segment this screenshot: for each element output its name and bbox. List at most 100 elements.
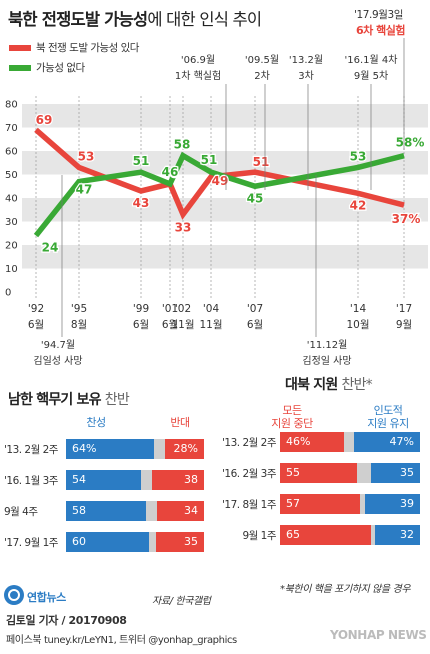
event-note: '11.12월 bbox=[307, 339, 348, 351]
bar-segment-right bbox=[155, 532, 204, 552]
bar-value-left: 58 bbox=[72, 504, 86, 517]
row-label: '17. 8월 1주 bbox=[222, 499, 276, 511]
bar-row: 64% 28% bbox=[66, 439, 204, 459]
bar-segment-right bbox=[375, 525, 420, 545]
point-label: 24 bbox=[42, 241, 59, 255]
event-note: '09.5월 bbox=[245, 54, 279, 66]
nuclear-col-for: 찬성 bbox=[86, 416, 106, 429]
sns-text: 페이스북 tuney.kr/LeYN1, 트위터 @yonhap_graphic… bbox=[6, 635, 237, 646]
series-line-1 bbox=[33, 151, 405, 238]
top-note-date: '17.9월3일 bbox=[354, 9, 404, 21]
x-tick-label: 11월 bbox=[171, 319, 194, 331]
bar-segment-right bbox=[165, 439, 204, 459]
y-tick-label: 70 bbox=[5, 123, 18, 134]
bar-segment-left bbox=[280, 432, 345, 452]
bar-value-left: 57 bbox=[286, 497, 300, 510]
x-tick-label: '99 bbox=[133, 303, 149, 315]
legend-label-red: 북 전쟁 도발 가능성 있다 bbox=[36, 42, 139, 54]
point-label: 58 bbox=[174, 138, 191, 152]
y-tick-label: 20 bbox=[5, 241, 18, 252]
bar-row: 55 35 bbox=[280, 463, 420, 483]
x-tick-label: '92 bbox=[28, 303, 44, 315]
point-label: 45 bbox=[247, 191, 264, 205]
x-tick-label: 6월 bbox=[247, 319, 263, 331]
x-tick-label: 6월 bbox=[162, 319, 178, 331]
bar-value-right: 34 bbox=[184, 504, 198, 517]
point-label: 33 bbox=[175, 220, 192, 234]
bar-value-right: 38 bbox=[184, 473, 198, 486]
x-tick-label: 6월 bbox=[133, 319, 149, 331]
reporter-text: 김토일 기자 / 20170908 bbox=[6, 614, 127, 627]
top-note-event: 6차 핵실험 bbox=[356, 24, 405, 37]
point-label: 37% bbox=[392, 212, 421, 226]
grid-band bbox=[22, 198, 428, 222]
x-tick-label: '14 bbox=[350, 303, 367, 315]
grid-band bbox=[22, 104, 428, 128]
point-label: 43 bbox=[133, 196, 150, 210]
point-label: 53 bbox=[78, 149, 95, 163]
grid-band bbox=[22, 245, 428, 269]
bar-value-right: 32 bbox=[400, 528, 414, 541]
event-note: 3차 bbox=[298, 70, 314, 82]
point-label: 58% bbox=[396, 136, 425, 150]
point-label: 51 bbox=[133, 154, 150, 168]
y-tick-label: 50 bbox=[5, 170, 18, 181]
point-label: 51 bbox=[253, 155, 270, 169]
bar-value-right: 28% bbox=[173, 442, 198, 455]
row-label: '13. 2월 2주 bbox=[222, 437, 276, 449]
bar-segment-right bbox=[157, 501, 204, 521]
aid-section-title: 대북 지원 찬반* bbox=[285, 377, 373, 393]
nuclear-col-against: 반대 bbox=[170, 416, 190, 429]
bar-value-left: 55 bbox=[286, 466, 300, 479]
point-label: 53 bbox=[350, 149, 367, 163]
source-text: 자료/ 한국갤럽 bbox=[152, 596, 211, 607]
point-label: 47 bbox=[76, 183, 93, 197]
point-label: 46 bbox=[162, 166, 179, 180]
row-label: '16. 2월 3주 bbox=[222, 468, 276, 480]
bar-value-left: 65 bbox=[286, 528, 300, 541]
legend-label-green: 가능성 없다 bbox=[36, 62, 85, 74]
bar-value-right: 35 bbox=[400, 466, 414, 479]
bar-segment-right bbox=[354, 432, 420, 452]
bar-value-right: 39 bbox=[400, 497, 414, 510]
legend-swatch-green bbox=[9, 65, 31, 71]
x-tick-label: 6월 bbox=[28, 319, 44, 331]
series-line-0 bbox=[34, 127, 405, 220]
bar-value-left: 60 bbox=[72, 535, 86, 548]
row-label: '13. 2월 2주 bbox=[4, 444, 58, 456]
bar-row: 54 38 bbox=[66, 470, 204, 490]
aid-col-keep: 인도적 지원 유지 bbox=[367, 404, 409, 430]
watermark: YONHAP NEWS bbox=[330, 628, 427, 642]
bar-value-right: 35 bbox=[184, 535, 198, 548]
x-tick-label: '04 bbox=[203, 303, 220, 315]
row-label: '16. 1월 3주 bbox=[4, 475, 58, 487]
event-note: 1차 핵실험 bbox=[175, 70, 221, 82]
bar-segment-right bbox=[371, 463, 420, 483]
bar-segment-right bbox=[151, 470, 204, 490]
bar-segment-left bbox=[66, 532, 149, 552]
x-tick-label: '02 bbox=[175, 303, 191, 315]
bar-segment-left bbox=[280, 463, 357, 483]
event-note: 2차 bbox=[254, 70, 270, 82]
yonhap-logo-icon bbox=[4, 585, 24, 605]
bar-segment-left bbox=[66, 470, 141, 490]
x-tick-label: '01 bbox=[162, 303, 178, 315]
bar-segment-left bbox=[280, 525, 371, 545]
point-label: 46 bbox=[162, 165, 179, 179]
bar-value-left: 46% bbox=[286, 435, 311, 448]
event-note: '13.2월 bbox=[289, 54, 323, 66]
bar-row: 65 32 bbox=[280, 525, 420, 545]
y-tick-label: 10 bbox=[5, 264, 18, 275]
page-title: 북한 전쟁도발 가능성에 대한 인식 추이 bbox=[8, 10, 262, 29]
aid-footnote: *북한이 핵을 포기하지 않을 경우 bbox=[280, 584, 411, 595]
bar-row: 58 34 bbox=[66, 501, 204, 521]
event-note: '16.1월 4차 bbox=[345, 54, 398, 66]
y-tick-label: 30 bbox=[5, 217, 18, 228]
bar-segment-left bbox=[66, 501, 147, 521]
point-label: 51 bbox=[201, 153, 218, 167]
point-label: 69 bbox=[36, 113, 53, 127]
bar-segment-left bbox=[66, 439, 155, 459]
event-note: 9월 5차 bbox=[354, 70, 388, 82]
bar-value-left: 54 bbox=[72, 473, 86, 486]
x-tick-label: '17 bbox=[396, 303, 412, 315]
